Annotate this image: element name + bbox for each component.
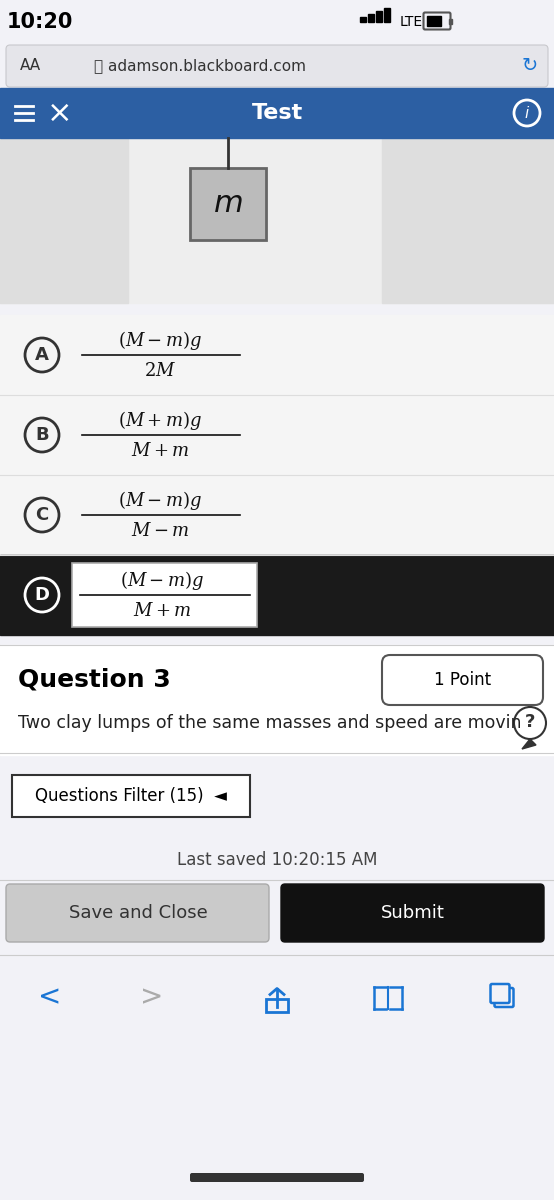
Text: A: A [35,346,49,364]
Text: $(M-m)g$: $(M-m)g$ [118,490,202,512]
Bar [360,17,366,22]
Text: 10:20: 10:20 [7,12,73,32]
Text: Test: Test [252,103,302,122]
Bar [0,840,554,880]
Text: $(M-m)g$: $(M-m)g$ [120,570,204,593]
Bar [0,314,554,395]
Bar [0,554,554,635]
Text: Questions Filter (15)  ◄: Questions Filter (15) ◄ [35,787,227,805]
Bar [449,18,452,24]
Bar [376,11,382,22]
Bar [384,8,389,22]
Bar [0,88,554,138]
Bar [0,138,128,302]
FancyBboxPatch shape [281,884,544,942]
Text: $M+m$: $M+m$ [131,442,189,460]
Text: C: C [35,506,49,524]
Bar [382,138,554,302]
Text: $(M+m)g$: $(M+m)g$ [118,409,202,432]
Text: D: D [34,586,49,604]
Text: $M+m$: $M+m$ [133,602,191,620]
Bar [0,955,554,1040]
Text: $\it{m}$: $\it{m}$ [213,190,243,218]
Text: AA: AA [19,59,40,73]
Text: $M-m$: $M-m$ [131,522,189,540]
Text: 1 Point: 1 Point [434,671,491,689]
FancyBboxPatch shape [12,775,250,817]
Polygon shape [522,739,536,749]
Text: ?: ? [525,713,535,731]
Bar [0,646,554,755]
Text: $2M$: $2M$ [144,362,176,380]
Bar [368,14,373,22]
Text: Save and Close: Save and Close [69,904,207,922]
Text: Submit: Submit [381,904,445,922]
FancyBboxPatch shape [72,563,257,626]
Bar [0,475,554,554]
Bar [0,138,554,302]
Text: Two clay lumps of the same masses and speed are movin: Two clay lumps of the same masses and sp… [18,714,521,732]
Bar [0,880,554,950]
Text: Last saved 10:20:15 AM: Last saved 10:20:15 AM [177,851,377,869]
Text: >: > [140,984,163,1012]
FancyBboxPatch shape [490,984,510,1003]
Text: ×: × [47,98,73,127]
Bar [190,168,266,240]
Bar [0,760,554,840]
Bar [0,395,554,475]
Text: i: i [525,106,529,120]
Text: Question 3: Question 3 [18,668,171,692]
Text: B: B [35,426,49,444]
Text: 🔒 adamson.blackboard.com: 🔒 adamson.blackboard.com [94,59,306,73]
Circle shape [514,707,546,739]
FancyBboxPatch shape [6,884,269,942]
Text: LTE: LTE [400,14,423,29]
Text: <: < [38,984,61,1012]
Bar [427,16,441,26]
Text: $(M-m)g$: $(M-m)g$ [118,330,202,353]
Text: ↻: ↻ [522,56,538,76]
FancyBboxPatch shape [190,1174,364,1182]
FancyBboxPatch shape [6,44,548,86]
FancyBboxPatch shape [382,655,543,704]
FancyBboxPatch shape [495,988,514,1007]
